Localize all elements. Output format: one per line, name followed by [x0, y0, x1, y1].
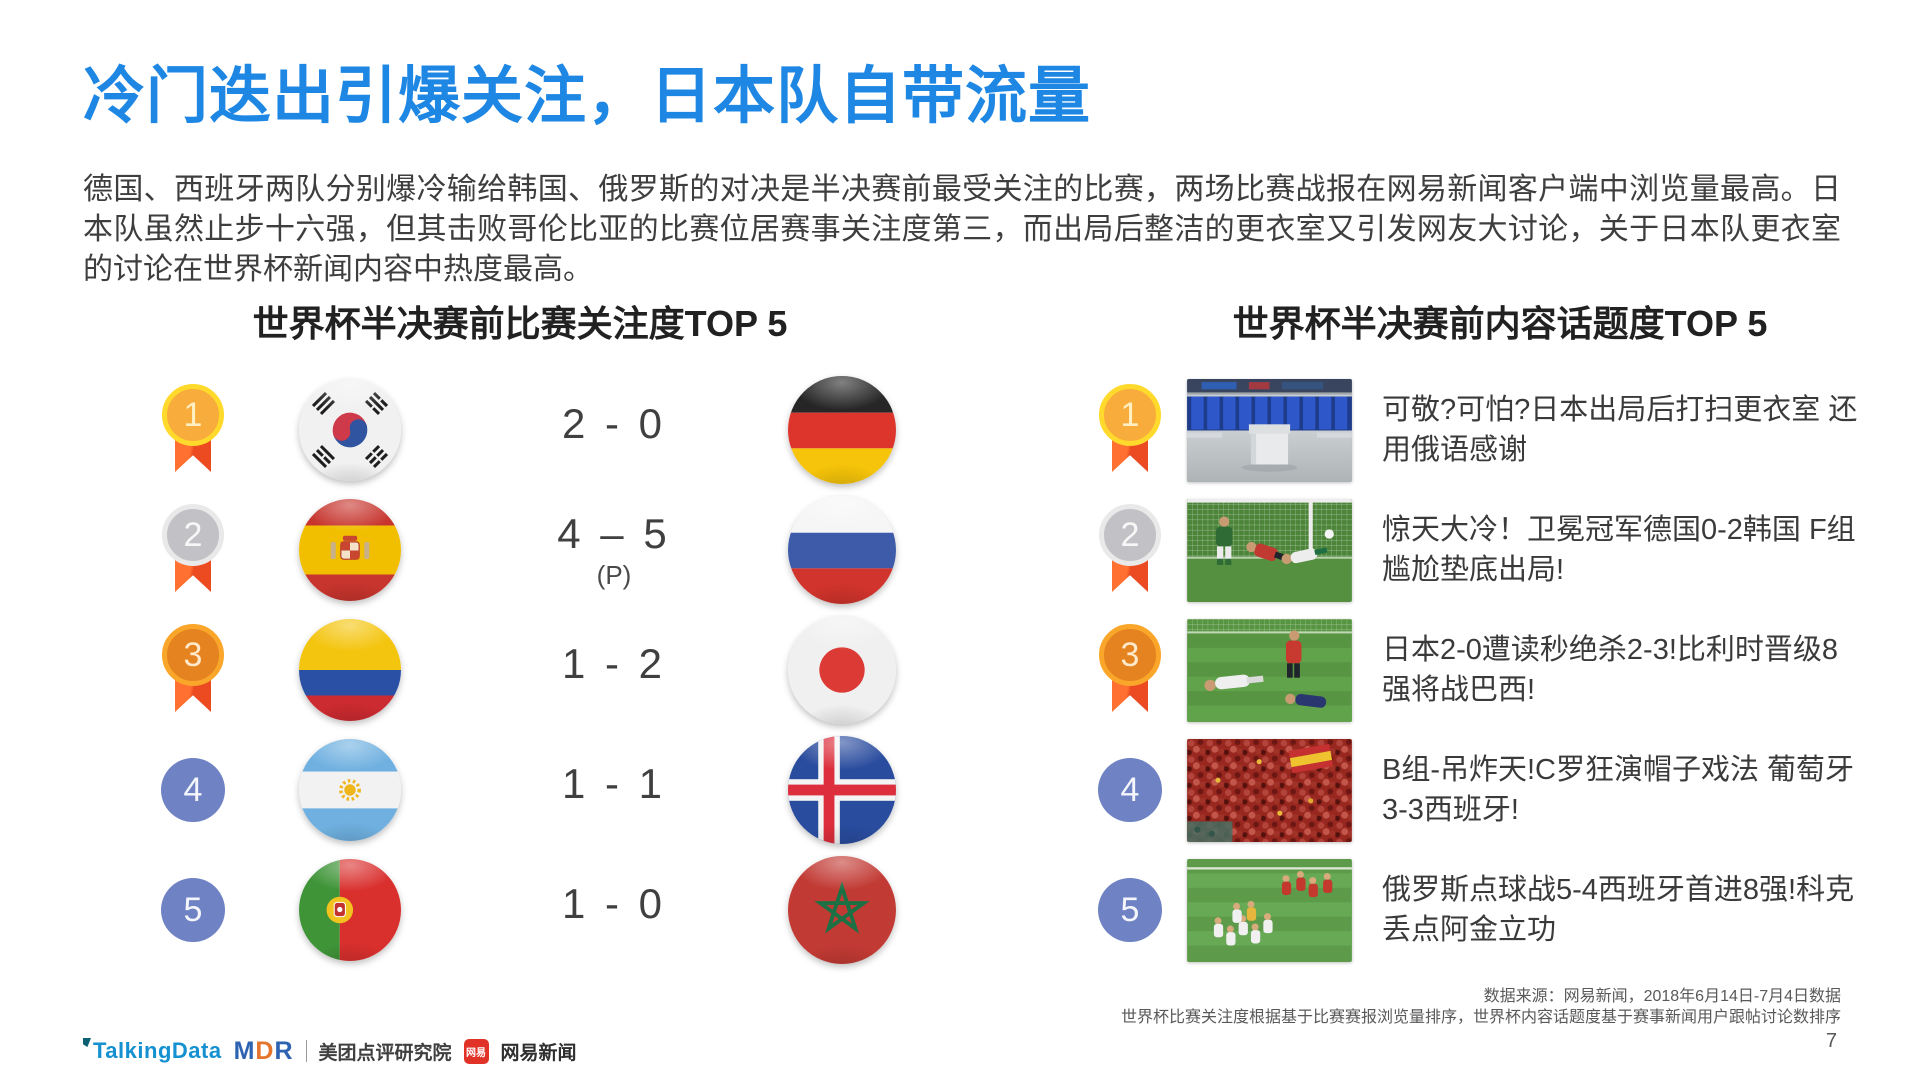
iceland-flag-icon: [788, 736, 896, 844]
morocco-flag-icon: [788, 856, 896, 964]
rank-number: 3: [1099, 624, 1161, 686]
japan-flag-icon: [788, 616, 896, 724]
thumbnail-japan-belgium-pitch: [1187, 618, 1352, 722]
content-topic-panel: 世界杯半决赛前内容话题度TOP 5 1: [1095, 302, 1905, 970]
thumbnail-portugal-spain-fans: [1187, 738, 1352, 842]
argentina-flag-icon: [299, 739, 401, 841]
russia-flag-icon: [788, 496, 896, 604]
mdr-logo: MDR: [233, 1036, 294, 1065]
intro-paragraph: 德国、西班牙两队分别爆冷输给韩国、俄罗斯的对决是半决赛前最受关注的比赛，两场比赛…: [83, 173, 1841, 286]
south-korea-flag-icon: [299, 379, 401, 481]
colombia-flag-icon: [299, 619, 401, 721]
news-row-4: 4 B组-吊炸天!C罗狂演帽子戏法 葡萄牙 3-3西班牙!: [1095, 730, 1905, 850]
match-score: 1 - 1: [561, 760, 667, 807]
logo-divider: [305, 1040, 307, 1062]
match-score: 1 - 2: [561, 640, 667, 687]
news-headline: 可敬?可怕?日本出局后打扫更衣室 还 用俄语感谢: [1382, 394, 1858, 466]
rank-number: 2: [162, 504, 224, 566]
page-number: 7: [1825, 1030, 1837, 1052]
match-score: 1 - 0: [561, 880, 667, 927]
match-row-5: 5 1 - 0: [135, 850, 905, 970]
news-row-2: 2: [1095, 490, 1905, 610]
left-panel-title: 世界杯半决赛前比赛关注度TOP 5: [252, 303, 788, 344]
gold-medal-icon: 1: [162, 384, 224, 476]
silver-medal-icon: 2: [162, 504, 224, 596]
match-row-2: 2 4 – 5: [135, 490, 905, 610]
rank-circle: 4: [161, 758, 225, 822]
silver-medal-icon: 2: [1099, 504, 1161, 596]
meituan-dianping-institute-label: 美团点评研究院: [318, 1042, 452, 1064]
netease-news-label: 网易新闻: [500, 1042, 577, 1064]
match-row-1: 1: [135, 370, 905, 490]
portugal-flag-icon: [299, 859, 401, 961]
rank-number: 1: [1099, 384, 1161, 446]
germany-flag-icon: [788, 376, 896, 484]
rank-number: 3: [162, 624, 224, 686]
news-row-1: 1: [1095, 370, 1905, 490]
talkingdata-logo: TalkingData: [83, 1038, 222, 1064]
bronze-medal-icon: 3: [1099, 624, 1161, 716]
match-row-3: 3 1 - 2: [135, 610, 905, 730]
spain-flag-icon: [299, 499, 401, 601]
news-headline: 俄罗斯点球战5-4西班牙首进8强!科克 丢点阿金立功: [1382, 874, 1855, 946]
rank-number: 1: [162, 384, 224, 446]
thumbnail-japan-locker-room: [1187, 378, 1352, 482]
news-row-3: 3 日本2-0遭读秒绝杀2-3!比利时晋级8 强将战巴西: [1095, 610, 1905, 730]
source-line-1: 数据来源：网易新闻，2018年6月14日-7月4日数据: [1483, 988, 1841, 1005]
netease-badge-icon: 网易: [463, 1038, 489, 1064]
news-headline: B组-吊炸天!C罗狂演帽子戏法 葡萄牙 3-3西班牙!: [1382, 754, 1855, 826]
thumbnail-germany-korea-goal: [1187, 498, 1352, 602]
rank-circle: 5: [1098, 878, 1162, 942]
rank-circle: 4: [1098, 758, 1162, 822]
match-score: 4 – 5: [557, 509, 671, 557]
rank-number: 2: [1099, 504, 1161, 566]
news-row-5: 5: [1095, 850, 1905, 970]
score-note: (P): [596, 559, 632, 590]
match-rows: 1: [135, 370, 905, 970]
page-title: 冷门迭出引爆关注，日本队自带流量: [83, 62, 1092, 131]
news-headline: 惊天大冷！卫冕冠军德国0-2韩国 F组 尴尬垫底出局!: [1382, 514, 1856, 586]
news-headline: 日本2-0遭读秒绝杀2-3!比利时晋级8 强将战巴西!: [1382, 634, 1839, 706]
thumbnail-russia-spain-penalties: [1187, 858, 1352, 962]
footer-logos: TalkingData MDR 美团点评研究院 网易 网易新闻: [83, 1036, 577, 1066]
right-panel-title: 世界杯半决赛前内容话题度TOP 5: [1232, 303, 1768, 344]
gold-medal-icon: 1: [1099, 384, 1161, 476]
talkingdata-mark-icon: [83, 1038, 91, 1047]
match-attention-panel: 世界杯半决赛前比赛关注度TOP 5 1: [135, 302, 905, 970]
news-rows: 1: [1095, 370, 1905, 970]
source-line-2: 世界杯比赛关注度根据基于比赛赛报浏览量排序，世界杯内容话题度基于赛事新闻用户跟帖…: [1120, 1009, 1841, 1026]
match-score: 2 - 0: [561, 400, 667, 447]
rank-circle: 5: [161, 878, 225, 942]
match-row-4: 4 1 - 1: [135, 730, 905, 850]
bronze-medal-icon: 3: [162, 624, 224, 716]
data-source-note: 数据来源：网易新闻，2018年6月14日-7月4日数据 世界杯比赛关注度根据基于…: [1121, 986, 1841, 1028]
